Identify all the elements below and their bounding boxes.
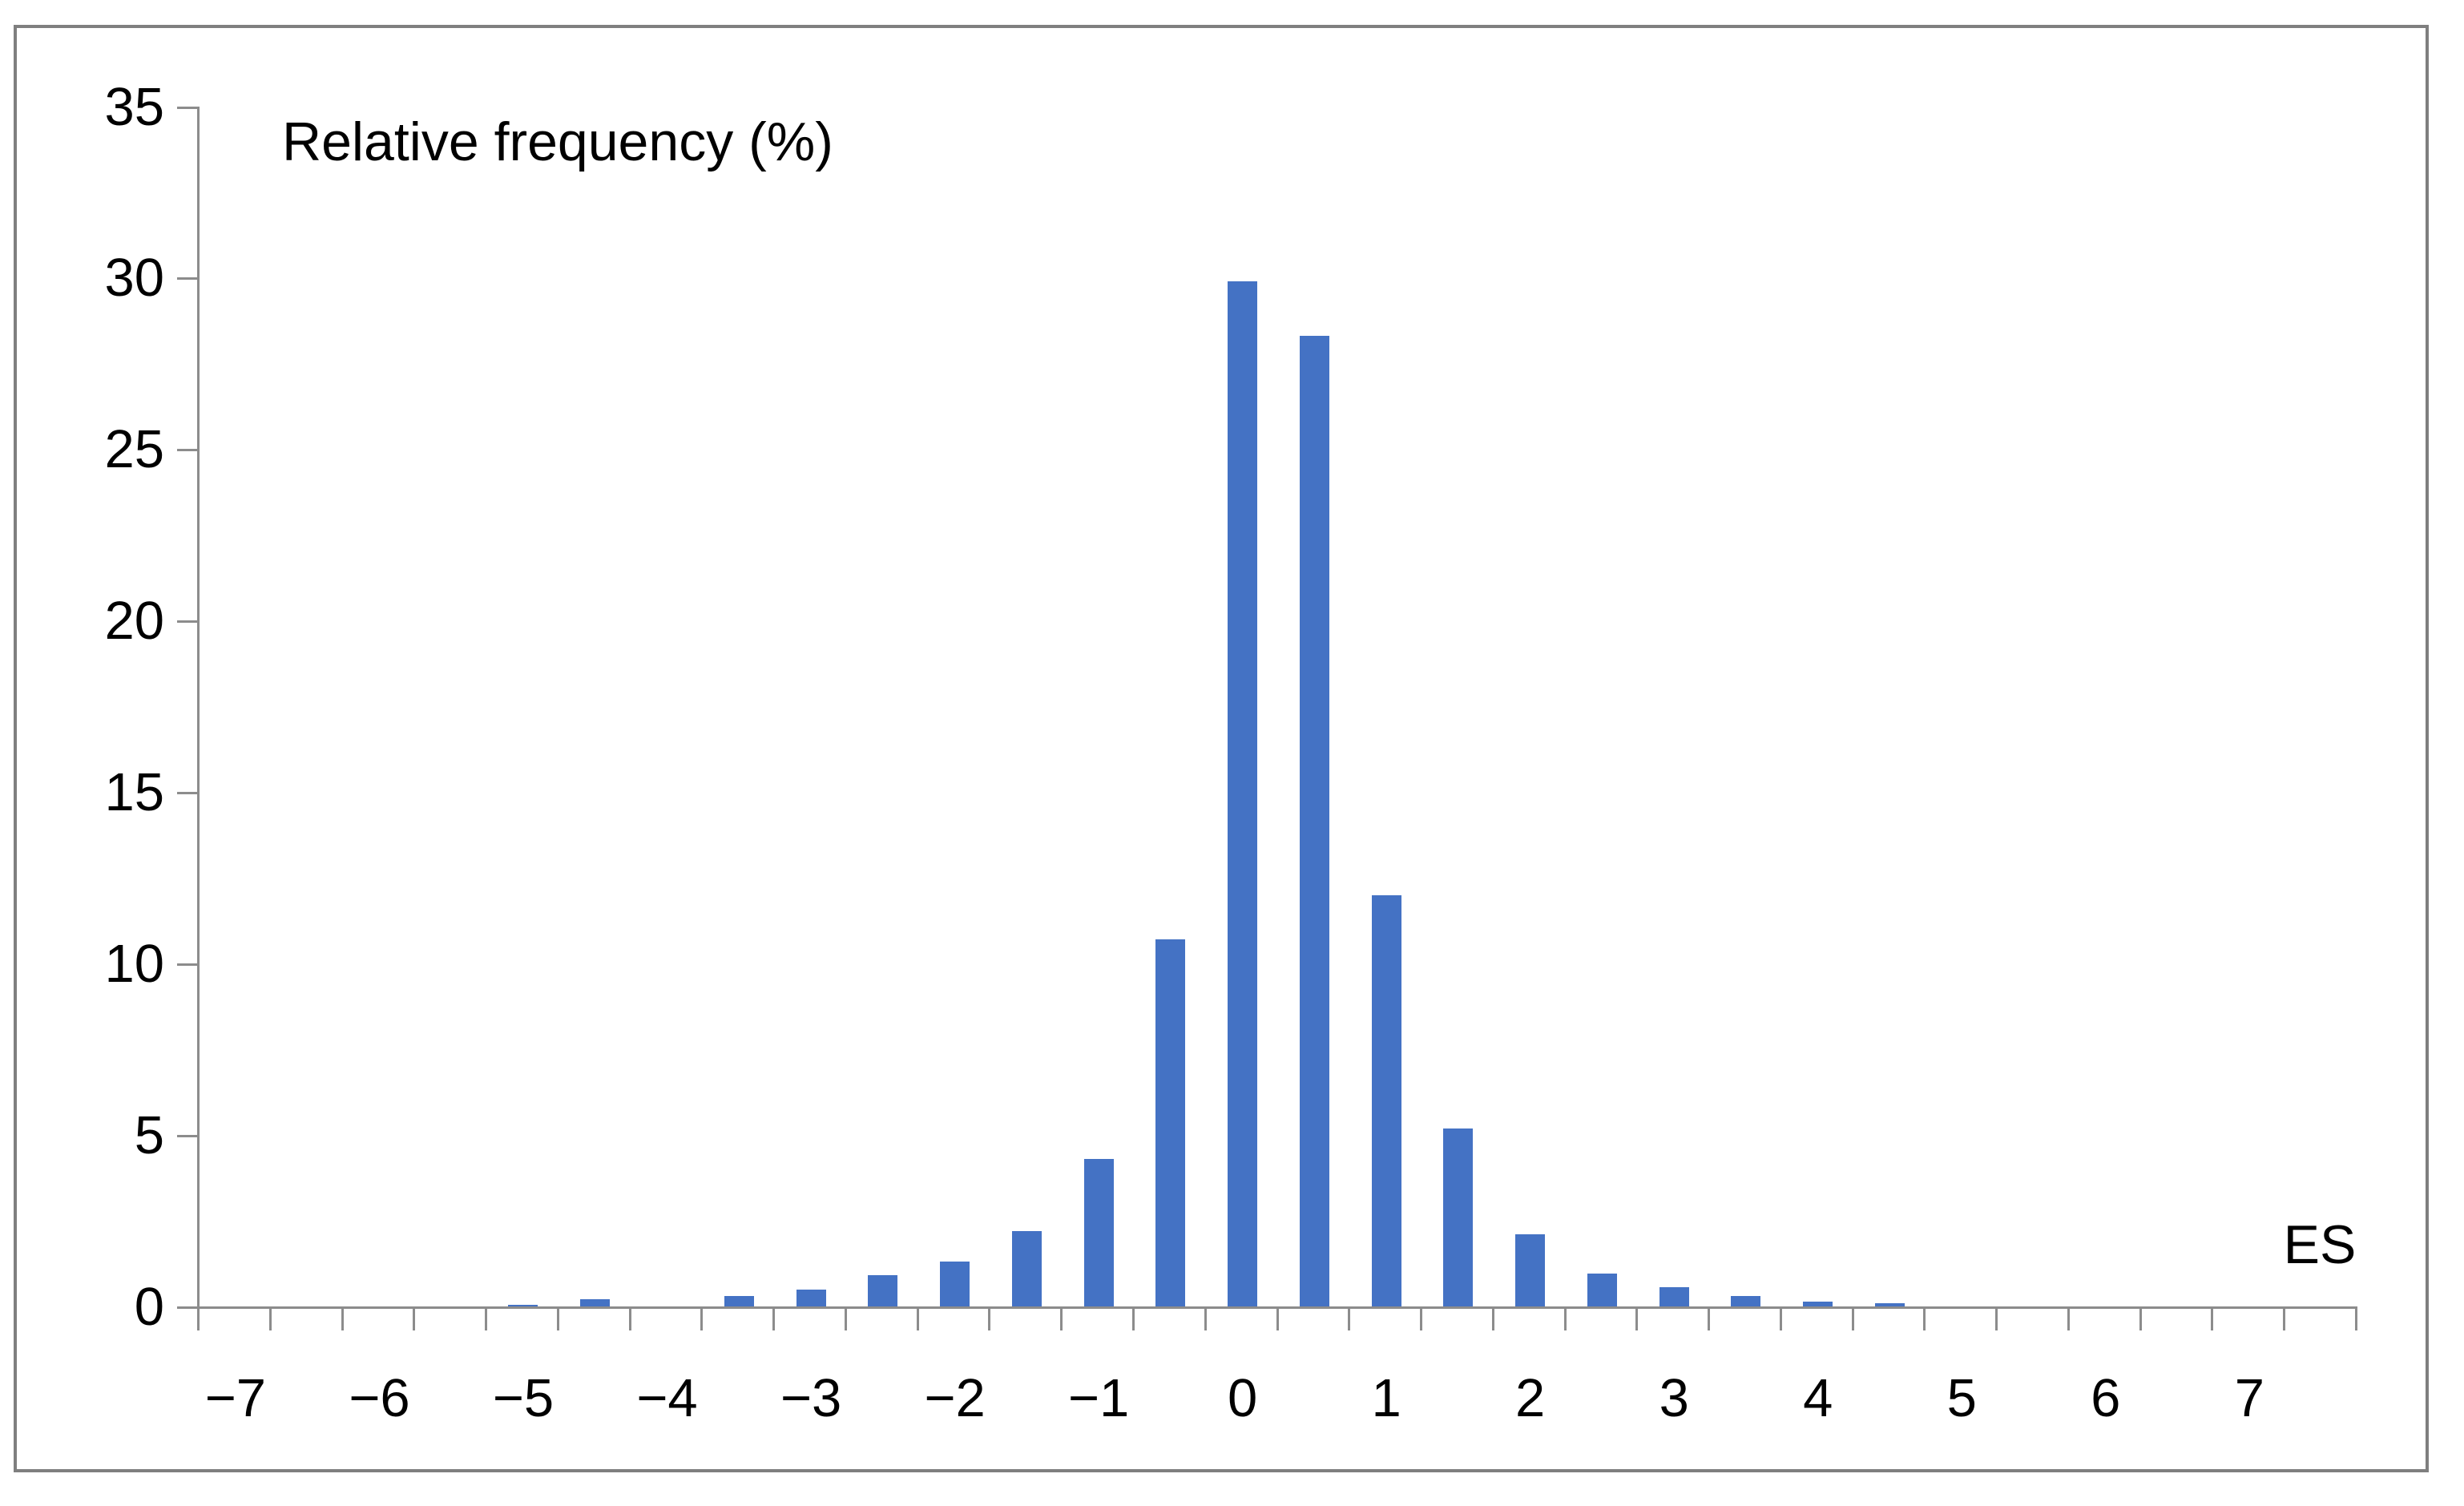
y-axis-tick: [177, 963, 197, 967]
x-axis-tick: [1635, 1306, 1639, 1330]
x-axis-tick: [556, 1306, 559, 1330]
x-axis-tick: [2067, 1306, 2070, 1330]
y-axis-tick: [177, 620, 197, 624]
bar-es--5: [508, 1304, 538, 1306]
x-tick-label: −7: [204, 1368, 267, 1428]
y-axis-tick: [177, 1135, 197, 1138]
x-axis-tick: [1348, 1306, 1351, 1330]
x-axis-title: ES: [2283, 1214, 2357, 1275]
bar-es-0: [1228, 281, 1258, 1306]
bar-es-4: [1803, 1301, 1833, 1306]
x-axis-tick: [2283, 1306, 2286, 1330]
x-axis-tick: [1060, 1306, 1063, 1330]
x-axis-tick: [1491, 1306, 1494, 1330]
x-axis-tick: [1708, 1306, 1711, 1330]
bar-es--1.5: [1011, 1230, 1042, 1306]
bar-es-4.5: [1875, 1302, 1905, 1306]
x-axis-tick: [1563, 1306, 1567, 1330]
x-tick-label: −3: [780, 1368, 842, 1428]
x-tick-label: 6: [2091, 1368, 2121, 1428]
bar-es--4.5: [580, 1299, 611, 1306]
y-axis-tick: [177, 106, 197, 109]
bar-es--1: [1083, 1159, 1114, 1306]
bar-es-3: [1659, 1287, 1689, 1306]
x-tick-label: −4: [636, 1368, 698, 1428]
x-axis-tick: [916, 1306, 919, 1330]
x-axis-tick: [1851, 1306, 1854, 1330]
x-axis-tick: [628, 1306, 631, 1330]
x-axis-tick: [485, 1306, 488, 1330]
x-axis-tick: [341, 1306, 344, 1330]
y-tick-label: 5: [134, 1105, 164, 1166]
chart-title: Relative frequency (%): [282, 111, 833, 172]
x-tick-label: 7: [2234, 1368, 2264, 1428]
x-axis-tick: [1923, 1306, 1926, 1330]
x-axis-tick: [1995, 1306, 1998, 1330]
x-axis-tick: [844, 1306, 847, 1330]
y-tick-label: 15: [104, 762, 164, 823]
x-axis-tick: [700, 1306, 704, 1330]
bar-es--2.5: [868, 1275, 898, 1306]
x-axis-tick: [268, 1306, 272, 1330]
y-tick-label: 25: [104, 419, 164, 480]
x-axis-tick: [1276, 1306, 1279, 1330]
x-axis-tick: [197, 1306, 200, 1330]
x-axis-tick: [772, 1306, 776, 1330]
y-axis-line: [197, 106, 200, 1309]
bar-es-0.5: [1299, 336, 1329, 1306]
x-tick-label: 4: [1803, 1368, 1833, 1428]
x-tick-label: −2: [924, 1368, 986, 1428]
y-axis-tick: [177, 449, 197, 452]
y-axis-tick: [177, 792, 197, 795]
y-tick-label: 0: [134, 1277, 164, 1337]
bar-es--2: [940, 1262, 970, 1306]
y-tick-label: 20: [104, 591, 164, 652]
x-tick-label: −6: [349, 1368, 410, 1428]
x-axis-tick: [2139, 1306, 2142, 1330]
x-tick-label: −5: [492, 1368, 555, 1428]
bar-es-1: [1371, 894, 1401, 1306]
x-tick-label: 3: [1659, 1368, 1689, 1428]
x-axis-tick: [988, 1306, 991, 1330]
x-axis-tick: [1204, 1306, 1207, 1330]
bar-es-2: [1515, 1234, 1546, 1306]
x-tick-label: 1: [1371, 1368, 1401, 1428]
x-axis-tick: [1131, 1306, 1135, 1330]
x-axis-tick: [2355, 1306, 2357, 1330]
x-tick-label: 5: [1946, 1368, 1977, 1428]
x-tick-label: 2: [1515, 1368, 1546, 1428]
bar-es--3: [796, 1289, 826, 1306]
bar-es-3.5: [1731, 1296, 1761, 1306]
x-axis-tick: [2211, 1306, 2214, 1330]
y-tick-label: 10: [104, 934, 164, 995]
x-axis-tick: [413, 1306, 416, 1330]
x-axis-tick: [1420, 1306, 1423, 1330]
y-axis-tick: [177, 277, 197, 281]
x-tick-label: −1: [1067, 1368, 1130, 1428]
bar-es--0.5: [1155, 939, 1186, 1306]
bar-es--3.5: [724, 1296, 754, 1306]
bar-es-2.5: [1587, 1274, 1617, 1306]
y-tick-label: 35: [104, 76, 164, 137]
y-axis-tick: [177, 1306, 197, 1309]
x-axis-tick: [1779, 1306, 1782, 1330]
figure-border: [14, 25, 2429, 1472]
y-tick-label: 30: [104, 248, 164, 309]
bar-es-1.5: [1443, 1128, 1474, 1306]
x-tick-label: 0: [1227, 1368, 1258, 1428]
